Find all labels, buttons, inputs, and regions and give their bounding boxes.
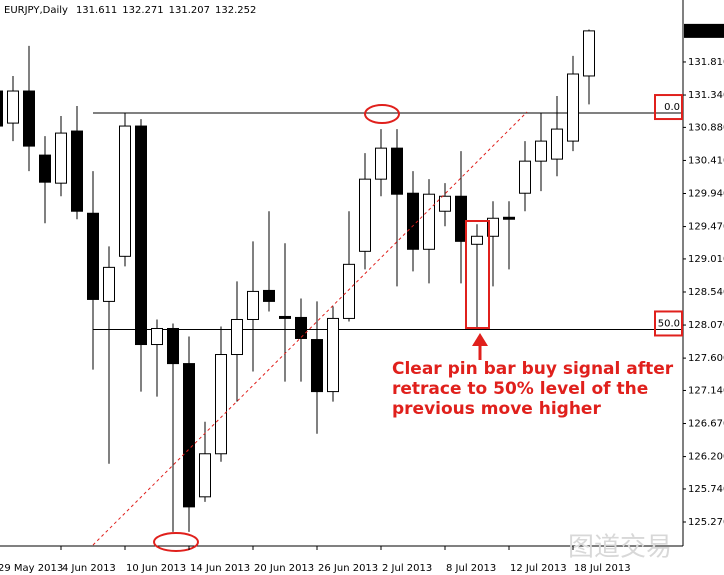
- candle-body: [39, 154, 51, 183]
- candle-body: [7, 90, 19, 124]
- candle-body: [423, 193, 435, 250]
- x-tick-label: 20 Jun 2013: [254, 563, 314, 574]
- candle-body: [535, 140, 547, 162]
- candle-body: [359, 178, 371, 252]
- x-tick-label: 10 Jun 2013: [126, 563, 186, 574]
- candle-body: [551, 128, 563, 160]
- y-tick-label: 126.670: [688, 419, 724, 430]
- watermark: 图道交易: [568, 533, 672, 563]
- high-circle: [364, 104, 400, 124]
- candle-body: [199, 453, 211, 498]
- candle-body: [103, 266, 115, 302]
- candle-body: [439, 195, 451, 212]
- candle-body: [183, 363, 195, 508]
- x-tick-label: 4 Jun 2013: [62, 563, 116, 574]
- candle-body: [135, 125, 147, 346]
- candle-body: [407, 192, 419, 250]
- candle-body: [23, 90, 35, 147]
- x-tick-label: 8 Jul 2013: [446, 563, 496, 574]
- y-tick-label: 128.540: [688, 287, 724, 298]
- annotation-line: Clear pin bar buy signal after: [392, 359, 674, 379]
- header-low: 131.207: [169, 5, 210, 16]
- candle-body: [87, 212, 99, 300]
- candle-body: [487, 217, 499, 237]
- y-tick-label: 129.470: [688, 222, 724, 233]
- x-tick-label: 2 Jul 2013: [382, 563, 432, 574]
- candle-body: [247, 290, 259, 320]
- header-high: 132.271: [122, 5, 163, 16]
- chart-header: EURJPY,Daily 131.611 132.271 131.207 132.252: [4, 5, 256, 16]
- y-tick-label: 128.070: [688, 320, 724, 331]
- candle-body: [231, 318, 243, 356]
- header-open: 131.611: [76, 5, 117, 16]
- x-tick-label: 12 Jul 2013: [510, 563, 567, 574]
- x-tick-label: 29 May 2013: [0, 563, 63, 574]
- candle-body: [167, 327, 179, 365]
- y-tick-label: 125.740: [688, 484, 724, 495]
- candle-body: [455, 195, 467, 242]
- y-tick-label: 129.010: [688, 254, 724, 265]
- y-tick-label: 126.200: [688, 452, 724, 463]
- header-close: 132.252: [215, 5, 256, 16]
- candle-body: [519, 160, 531, 194]
- x-tick-label: 26 Jun 2013: [318, 563, 378, 574]
- fib-level-box: [654, 310, 683, 337]
- y-tick-label: 130.880: [688, 122, 724, 133]
- x-tick-label: 18 Jul 2013: [574, 563, 631, 574]
- candle-body: [567, 73, 579, 142]
- y-tick-label: 130.410: [688, 155, 724, 166]
- fib-level-label: 50.0: [658, 318, 680, 329]
- candle-body: [391, 147, 403, 195]
- y-tick-label: 125.270: [688, 517, 724, 528]
- annotation-line: retrace to 50% level of the: [392, 379, 648, 399]
- candle-body: [311, 339, 323, 393]
- candle-body: [55, 132, 67, 184]
- y-tick-label: 129.940: [688, 189, 724, 200]
- candle-body: [583, 30, 595, 77]
- x-tick-label: 14 Jun 2013: [190, 563, 250, 574]
- candle-body: [0, 90, 3, 127]
- fib-level-box: [654, 94, 683, 121]
- fib-trend-line: [92, 111, 528, 546]
- y-tick-label: 127.600: [688, 353, 724, 364]
- candle-body: [503, 216, 515, 220]
- candle-body: [295, 316, 307, 339]
- candle-body: [71, 130, 83, 212]
- fib-level-label: 0.0: [664, 102, 680, 113]
- y-tick-label: 131.340: [688, 90, 724, 101]
- candle-body: [263, 289, 275, 302]
- current-price-box: [684, 23, 724, 38]
- candle-body: [151, 327, 163, 346]
- candle-body: [471, 235, 483, 245]
- chart-title: EURJPY,Daily: [4, 5, 68, 16]
- candle-body: [327, 317, 339, 393]
- pin-bar-box: [465, 220, 490, 329]
- current-price-label: 132.252: [688, 26, 724, 37]
- candle-body: [343, 263, 355, 319]
- arrow-head: [472, 333, 488, 346]
- candle-body: [375, 147, 387, 180]
- candle-body: [215, 354, 227, 455]
- candle-body: [119, 125, 131, 257]
- y-tick-label: 127.140: [688, 385, 724, 396]
- annotation-line: previous move higher: [392, 399, 601, 419]
- y-tick-label: 131.810: [688, 57, 724, 68]
- candle-body: [279, 315, 291, 319]
- low-circle: [153, 532, 199, 552]
